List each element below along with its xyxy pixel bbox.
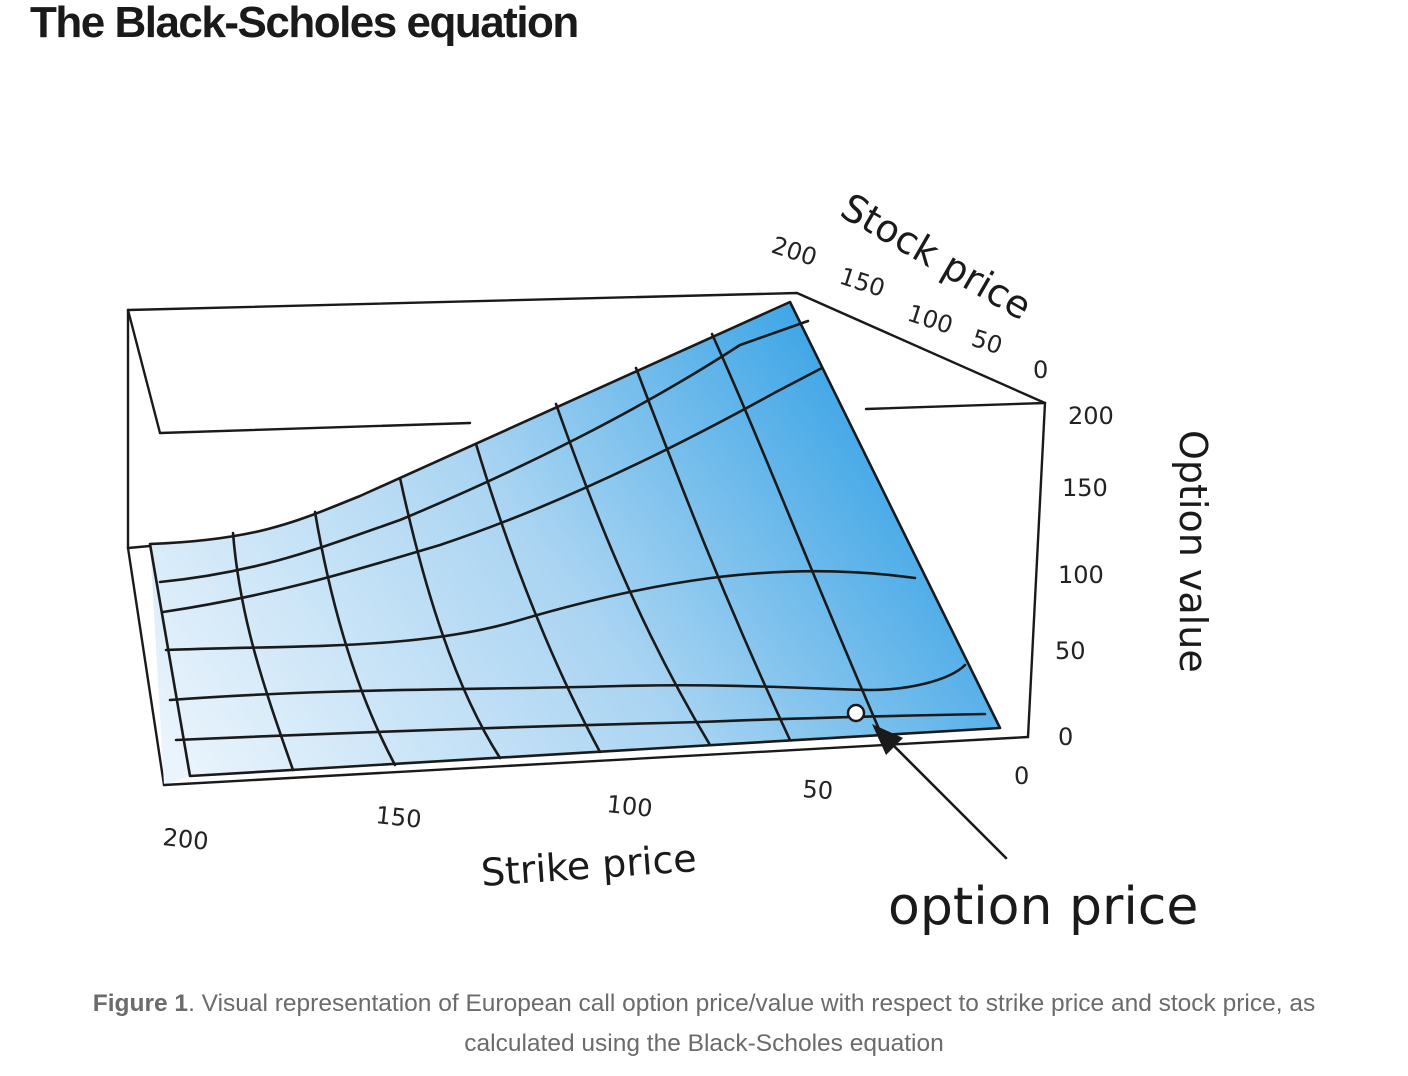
stock-price-tick: 100 [904, 299, 956, 340]
surface-grid-lines [158, 319, 987, 772]
strike-price-tick: 0 [1014, 762, 1029, 790]
stock-price-tick: 200 [768, 231, 820, 272]
stock-price-tick: 50 [968, 324, 1006, 360]
stock-price-tick: 0 [1033, 356, 1048, 384]
section-heading: The Black-Scholes equation [30, 0, 579, 47]
box-frame [126, 291, 1047, 787]
figure-caption-text: . Visual representation of European call… [188, 990, 1316, 1057]
strike-price-ticks: 200 150 100 50 0 [161, 762, 1029, 856]
figure-caption: Figure 1. Visual representation of Europ… [40, 984, 1368, 1064]
surface-outline [148, 300, 1002, 778]
stock-price-tick: 150 [836, 262, 888, 303]
figure-caption-label: Figure 1 [92, 990, 189, 1017]
surface-fill [150, 302, 1000, 785]
option-value-tick: 150 [1062, 474, 1108, 502]
option-value-ticks: 200 150 100 50 0 [1055, 402, 1114, 751]
option-value-surface [148, 300, 1002, 785]
strike-price-tick: 50 [802, 775, 834, 805]
option-price-callout: option price [888, 877, 1198, 937]
strike-price-tick: 200 [161, 823, 209, 856]
option-value-tick: 100 [1058, 561, 1104, 589]
option-value-tick: 0 [1058, 723, 1073, 751]
option-price-point [846, 703, 866, 723]
option-value-tick: 50 [1055, 637, 1086, 665]
strike-price-tick: 100 [605, 790, 653, 823]
option-value-axis-label: Option value [1171, 430, 1215, 673]
strike-price-tick: 150 [374, 801, 422, 834]
strike-price-axis-label: Strike price [480, 836, 698, 895]
callout-arrow [872, 724, 1008, 860]
option-value-tick: 200 [1068, 402, 1114, 430]
